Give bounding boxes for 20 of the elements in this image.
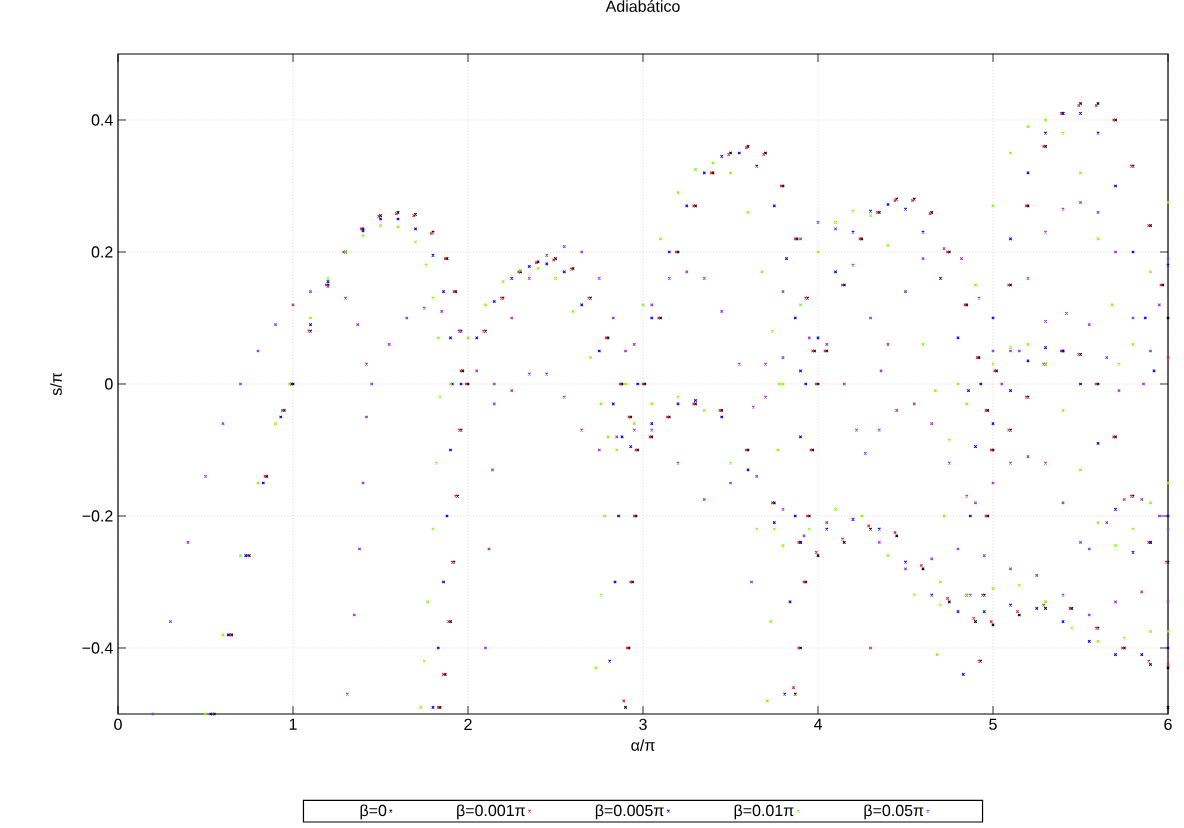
- x-tick-label: 2: [464, 718, 472, 730]
- x-tick-label: 4: [813, 718, 822, 730]
- y-tick-label: 0.4: [91, 114, 113, 126]
- legend-label: β=0.05π: [864, 804, 924, 820]
- legend-label: β=0.005π: [595, 804, 664, 820]
- x-axis-title: α/π: [631, 739, 655, 751]
- x-tick-label: 0: [114, 718, 122, 731]
- y-axis-title: s/π: [50, 372, 62, 396]
- legend-label: β=0.001π: [457, 804, 525, 820]
- y-tick-label: −0.2: [82, 510, 113, 522]
- chart-title: Adiabático: [605, 0, 680, 12]
- y-tick-label: −0.4: [82, 642, 113, 654]
- x-tick-label: 5: [989, 718, 997, 730]
- y-tick-label: 0: [105, 378, 113, 390]
- legend-label: β=0: [360, 804, 387, 820]
- legend-label: β=0.01π: [734, 804, 794, 820]
- x-tick-label: 3: [639, 718, 647, 731]
- x-tick-label: 6: [1164, 718, 1172, 731]
- y-tick-label: 0.2: [91, 246, 113, 258]
- x-tick-label: 1: [289, 718, 297, 730]
